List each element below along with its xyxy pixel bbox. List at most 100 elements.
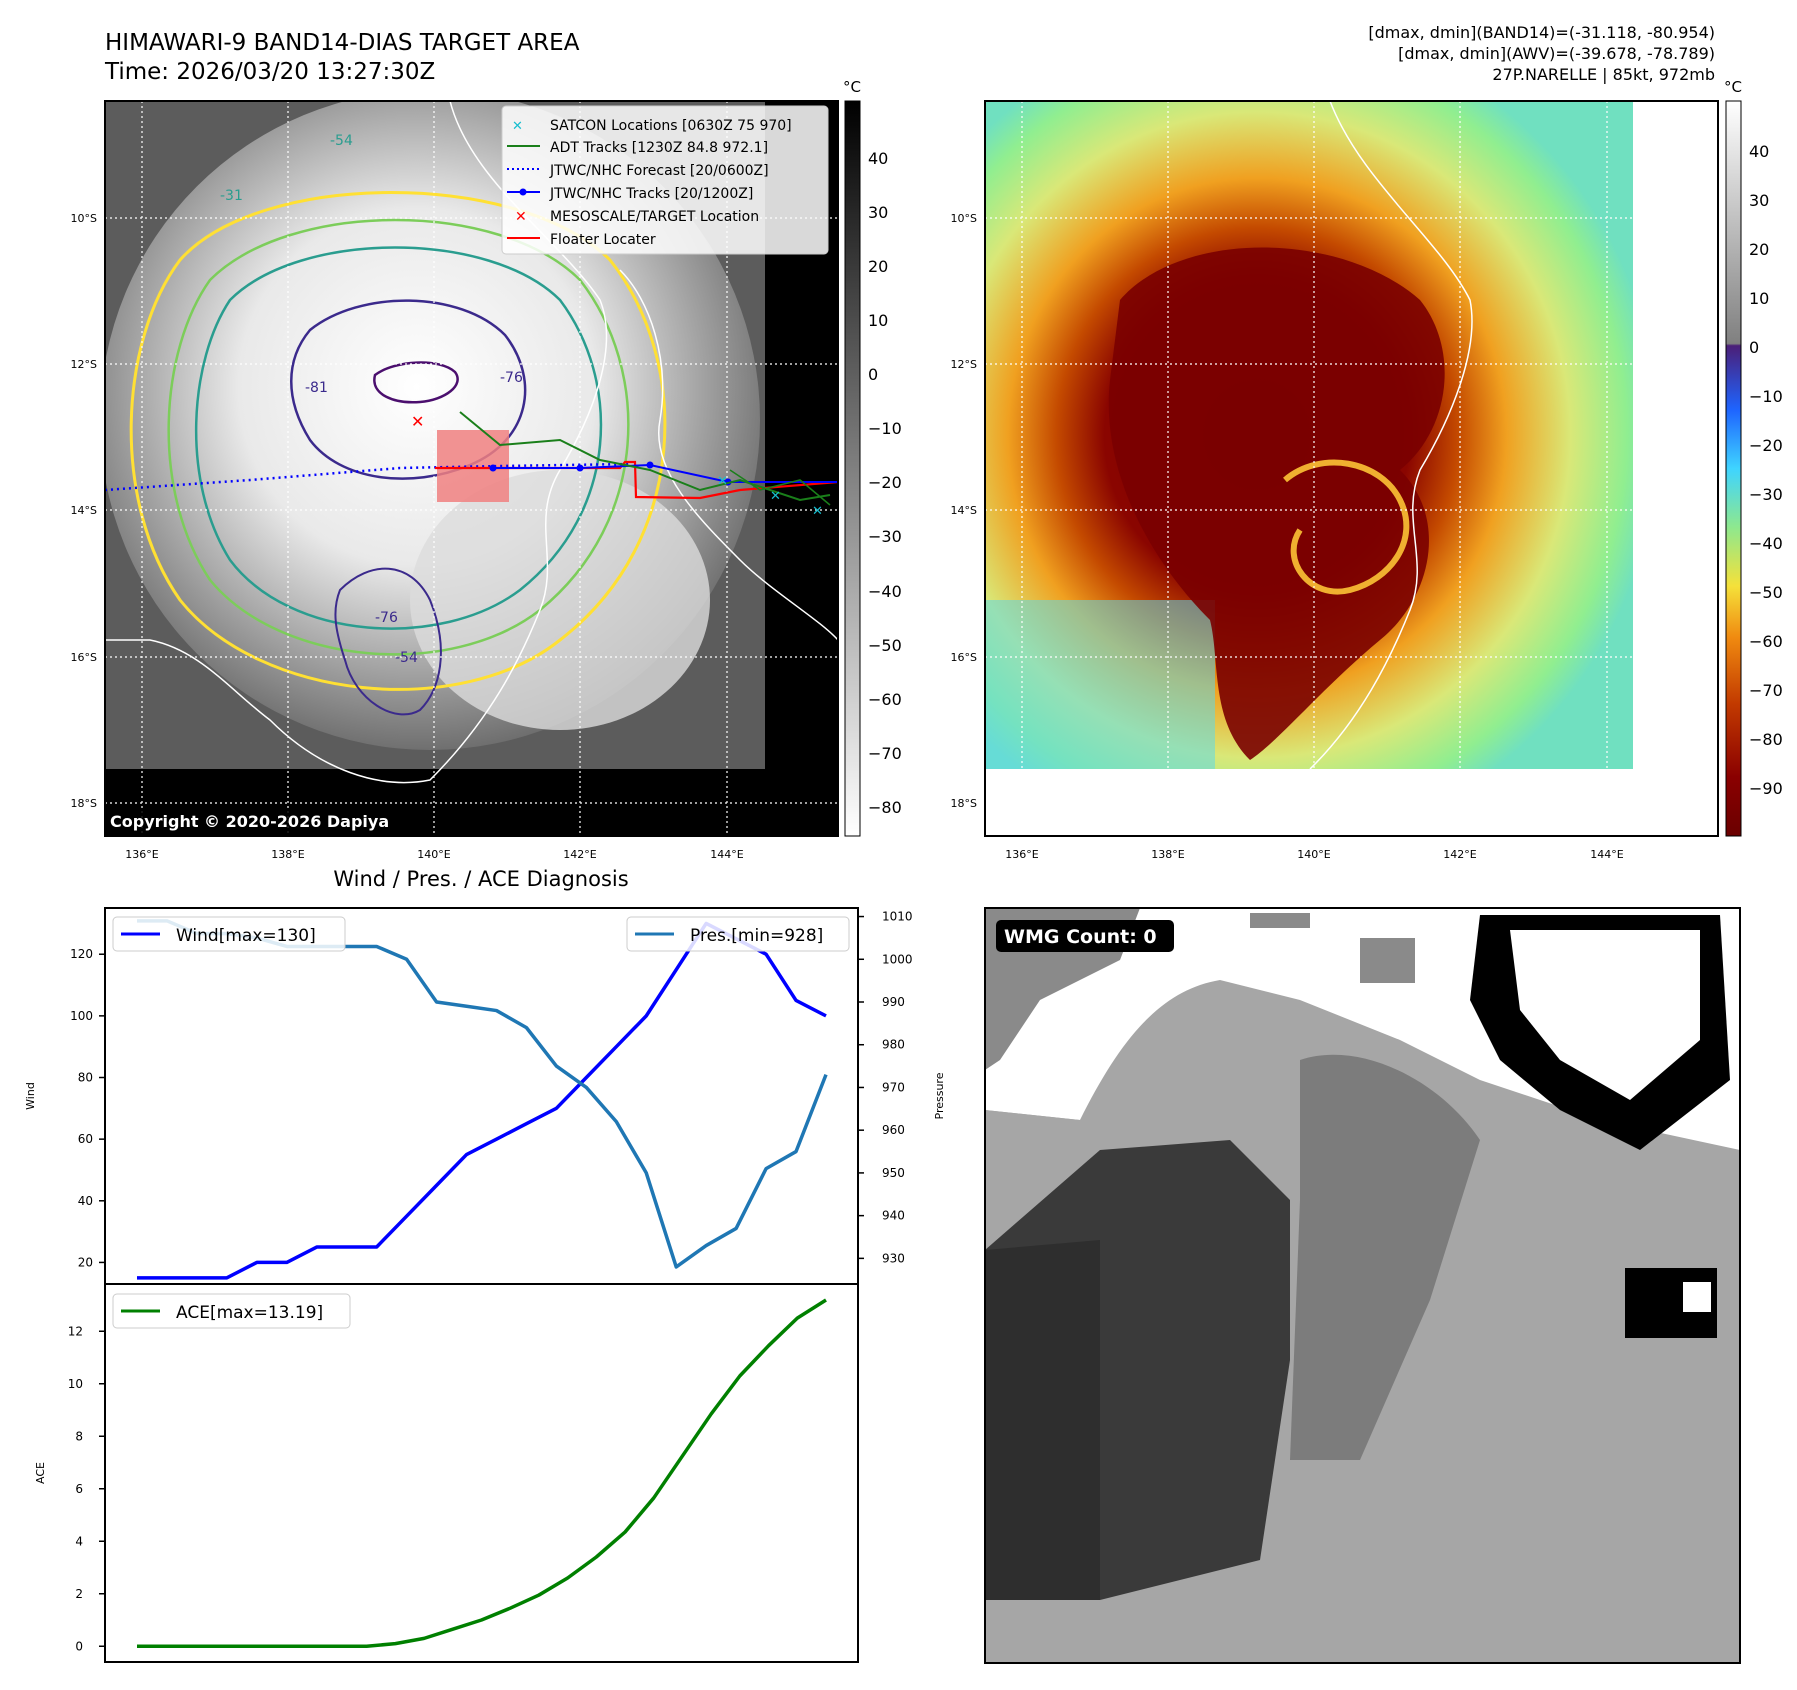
legend-label: JTWC/NHC Tracks [20/1200Z] bbox=[549, 186, 753, 202]
wmg-count-badge bbox=[996, 920, 1174, 952]
coastline bbox=[105, 101, 608, 784]
pressure-legend-box bbox=[626, 916, 850, 952]
legend-jtwc-dot bbox=[519, 188, 527, 196]
satcon-marker: ✕ bbox=[717, 474, 728, 489]
stats-band14: [dmax, dmin](BAND14)=(-31.118, -80.954) bbox=[1368, 23, 1715, 42]
contour-label: -76 bbox=[500, 370, 523, 386]
wmg-gray-block bbox=[1360, 938, 1415, 983]
wind-y-tick-label: 120 bbox=[70, 947, 93, 961]
colorbar-tick: 0 bbox=[1749, 338, 1759, 357]
ace-y-tick-label: 4 bbox=[75, 1534, 83, 1548]
wind-plot-frame bbox=[104, 907, 859, 1285]
figure-time: Time: 2026/03/20 13:27:30Z bbox=[104, 59, 435, 85]
contour-label: -31 bbox=[220, 188, 243, 204]
lon-tick: 136°E bbox=[125, 848, 158, 861]
colorbar-tick: 30 bbox=[1749, 191, 1769, 210]
lon-tick: 144°E bbox=[710, 848, 743, 861]
ace-y-tick-label: 6 bbox=[75, 1482, 83, 1496]
chart-title: Wind / Pres. / ACE Diagnosis bbox=[333, 867, 628, 891]
wind-y-axis: 20 40 60 80 100 120 bbox=[70, 947, 105, 1269]
coastline-right bbox=[1309, 101, 1473, 770]
pressure-y-tick-label: 960 bbox=[882, 1123, 905, 1137]
colorbar-tick: −20 bbox=[868, 473, 902, 492]
colorbar-tick: 40 bbox=[1749, 142, 1769, 161]
lat-tick: 10°S bbox=[951, 212, 977, 225]
ir-color-map: 10°S 12°S 14°S 16°S 18°S 136°E 138°E 140… bbox=[951, 78, 1783, 861]
colorbar-tick: −70 bbox=[868, 744, 902, 763]
wmg-white-ne bbox=[1510, 930, 1700, 1100]
stats-awv: [dmax, dmin](AWV)=(-39.678, -78.789) bbox=[1398, 44, 1715, 63]
colorbar-tick: 20 bbox=[868, 257, 888, 276]
colorbar-tick: 10 bbox=[868, 311, 888, 330]
pressure-y-tick-label: 980 bbox=[882, 1038, 905, 1052]
adt-track-2 bbox=[729, 469, 831, 506]
lat-tick: 18°S bbox=[71, 797, 97, 810]
wind-y-tick-label: 100 bbox=[70, 1009, 93, 1023]
contour-yellow bbox=[129, 191, 667, 691]
contour-label: -76 bbox=[375, 610, 398, 626]
wind-pressure-chart: Wind / Pres. / ACE Diagnosis 20 40 60 80 100… bbox=[24, 867, 946, 1285]
contour-core bbox=[373, 361, 459, 404]
wind-y-tick-label: 20 bbox=[78, 1255, 93, 1269]
contour-indigo-south bbox=[334, 567, 442, 716]
ace-series bbox=[137, 1298, 827, 1648]
figure-title: HIMAWARI-9 BAND14-DIAS TARGET AREA bbox=[105, 30, 580, 56]
ace-y-tick-label: 10 bbox=[68, 1377, 83, 1391]
ace-y-tick-label: 12 bbox=[68, 1324, 83, 1338]
lat-tick: 12°S bbox=[951, 358, 977, 371]
wmg-panel: WMG Count: 0 bbox=[984, 907, 1741, 1664]
jtwc-track-point bbox=[576, 464, 584, 472]
colorbar-right-unit: °C bbox=[1724, 78, 1742, 96]
contour-label: -54 bbox=[395, 650, 418, 666]
colorbar-tick: −80 bbox=[1749, 730, 1783, 749]
copyright-text: Copyright © 2020-2026 Dapiya bbox=[110, 812, 389, 831]
colorbar-tick: −30 bbox=[1749, 485, 1783, 504]
coastline-east bbox=[619, 269, 838, 641]
lon-tick: 142°E bbox=[1443, 848, 1476, 861]
colorbar-left bbox=[844, 100, 861, 837]
pressure-y-tick-label: 990 bbox=[882, 995, 905, 1009]
ace-y-tick-label: 8 bbox=[75, 1429, 83, 1443]
colorbar-tick: −60 bbox=[1749, 632, 1783, 651]
colorbar-tick: −60 bbox=[868, 690, 902, 709]
wmg-count-text: WMG Count: 0 bbox=[1004, 926, 1157, 948]
ace-plot-frame bbox=[104, 1283, 859, 1663]
ace-axis-label: ACE bbox=[34, 1462, 47, 1484]
satcon-marker: ✕ bbox=[770, 489, 781, 504]
pressure-y-tick-label: 970 bbox=[882, 1080, 905, 1094]
colorbar-tick: 40 bbox=[868, 149, 888, 168]
contour-green bbox=[167, 218, 630, 656]
map-frame-right bbox=[984, 100, 1719, 837]
pressure-legend-label: Pres.[min=928] bbox=[690, 926, 823, 946]
ace-y-tick-label: 0 bbox=[75, 1639, 83, 1653]
lon-tick: 140°E bbox=[417, 848, 450, 861]
pressure-y-tick-label: 1000 bbox=[882, 952, 913, 966]
colorbar-tick: −20 bbox=[1749, 436, 1783, 455]
colorbar-tick: −30 bbox=[868, 527, 902, 546]
pressure-legend: Pres.[min=928] bbox=[626, 916, 850, 952]
legend-label: JTWC/NHC Forecast [20/0600Z] bbox=[549, 163, 769, 179]
wind-legend-label: Wind[max=130] bbox=[176, 926, 316, 946]
lon-tick: 142°E bbox=[563, 848, 596, 861]
wind-y-tick-label: 40 bbox=[78, 1194, 93, 1208]
lon-tick: 136°E bbox=[1005, 848, 1038, 861]
pressure-y-tick-label: 940 bbox=[882, 1209, 905, 1223]
ace-legend-label: ACE[max=13.19] bbox=[176, 1303, 323, 1323]
map-frame-left bbox=[104, 100, 839, 837]
lat-tick: 18°S bbox=[951, 797, 977, 810]
lat-tick: 12°S bbox=[71, 358, 97, 371]
pressure-y-tick-label: 950 bbox=[882, 1166, 905, 1180]
colorbar-tick: 30 bbox=[868, 203, 888, 222]
ace-line bbox=[137, 1298, 827, 1648]
forecast-track bbox=[105, 462, 631, 492]
storm-info: 27P.NARELLE | 85kt, 972mb bbox=[1492, 65, 1715, 84]
colorbar-left-unit: °C bbox=[843, 78, 861, 96]
legend-satcon-symbol: ✕ bbox=[512, 119, 523, 134]
legend-label: MESOSCALE/TARGET Location bbox=[550, 209, 759, 225]
colorbar-tick: −80 bbox=[868, 798, 902, 817]
wind-legend-box bbox=[112, 916, 346, 952]
colorbar-tick: −10 bbox=[868, 419, 902, 438]
wmg-gray-block-top bbox=[1250, 913, 1310, 928]
lat-tick: 16°S bbox=[71, 651, 97, 664]
spiral-band bbox=[1283, 459, 1410, 595]
